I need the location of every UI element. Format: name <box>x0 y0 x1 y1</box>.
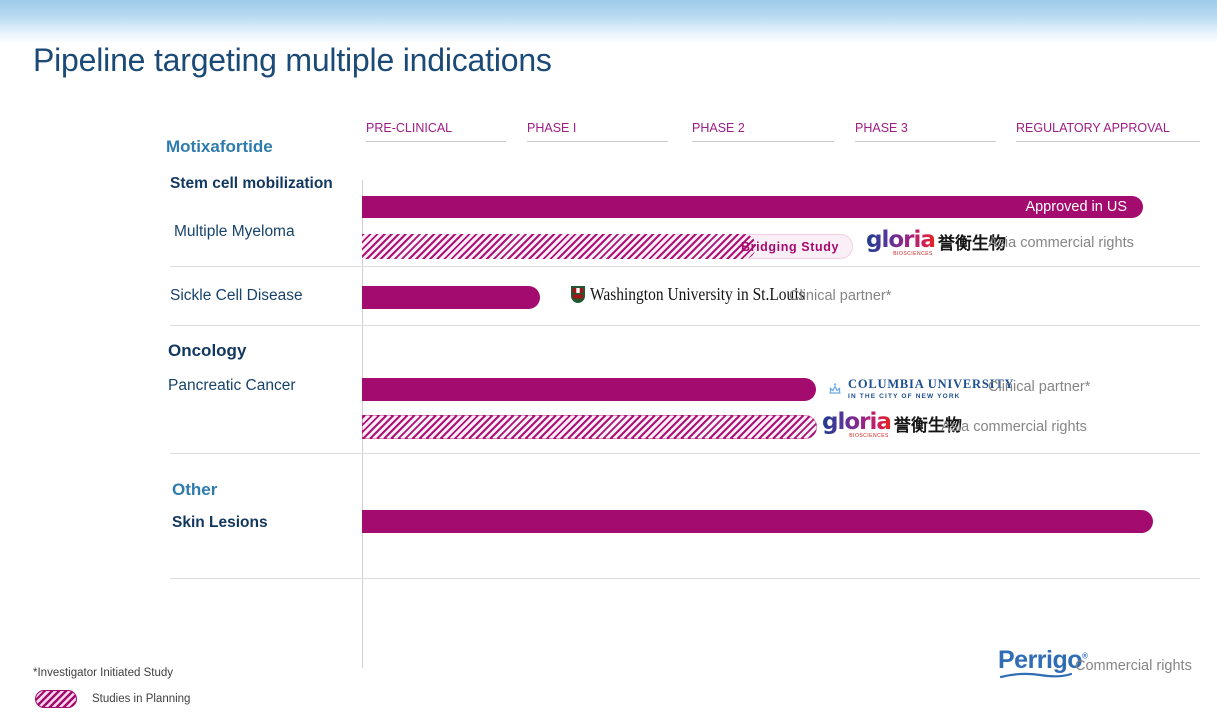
phase-header-preclinical: PRE-CLINICAL <box>366 100 506 142</box>
perrigo-word: Perrigo <box>998 646 1083 674</box>
phase-header-phase3: PHASE 3 <box>855 100 996 142</box>
gloria-biosciences-text: BIOSCIENCES <box>893 251 933 257</box>
group-label-other: Other <box>172 480 218 499</box>
columbia-crown-icon <box>829 383 841 394</box>
group-label-motixafortide: Motixafortide <box>166 137 273 156</box>
phase-header-label: PRE-CLINICAL <box>366 120 453 135</box>
perrigo-logo: Perrigo® <box>998 646 1088 680</box>
row-separator <box>170 453 1200 454</box>
page-title: Pipeline targeting multiple indications <box>33 42 552 78</box>
row-label-pancreatic-cancer: Pancreatic Cancer <box>168 377 296 394</box>
columbia-line2: IN THE CITY OF NEW YORK <box>848 393 961 400</box>
columbia-university-logo: COLUMBIA UNIVERSITY IN THE CITY OF NEW Y… <box>827 377 1014 400</box>
clinical-partner-text: Clinical partner* <box>789 288 892 304</box>
registered-mark: ® <box>1082 651 1088 661</box>
investigator-footnote: *Investigator Initiated Study <box>33 667 173 679</box>
bar-pancreatic-cancer-planned <box>362 415 817 439</box>
bar-skin-lesions <box>362 510 1153 533</box>
row-separator <box>170 266 1200 267</box>
bar-sickle-cell-disease <box>362 286 540 309</box>
row-label-skin-lesions: Skin Lesions <box>172 514 268 531</box>
phase-header-label: PHASE I <box>527 120 577 135</box>
bar-stem-cell-mobilization: Approved in US <box>362 196 1143 218</box>
studies-in-planning-label: Studies in Planning <box>92 693 191 705</box>
gloria-word: gloria <box>822 409 892 435</box>
studies-in-planning-hatch <box>362 234 756 259</box>
studies-in-planning-swatch <box>35 690 77 708</box>
gloria-biosciences-logo: gloria BIOSCIENCES 誉衡生物 <box>822 411 962 439</box>
phase-header-phase1: PHASE I <box>527 100 668 142</box>
approved-in-us-badge: Approved in US <box>1025 199 1127 215</box>
gloria-word: gloria <box>866 227 936 253</box>
gloria-cjk-text: 誉衡生物 <box>893 415 962 435</box>
bar-multiple-myeloma-planned: Bridging Study <box>362 234 853 259</box>
gloria-biosciences-logo: gloria BIOSCIENCES 誉衡生物 <box>866 229 1006 257</box>
gloria-wordmark: gloria BIOSCIENCES <box>822 409 892 439</box>
phase-header-label: PHASE 3 <box>855 120 908 135</box>
asia-commercial-rights-text: Asia commercial rights <box>941 419 1087 435</box>
row-separator <box>170 325 1200 326</box>
row-separator <box>170 578 1200 579</box>
bridging-study-label: Bridging Study <box>741 239 839 254</box>
row-label-stem-cell-mobilization: Stem cell mobilization <box>170 175 333 192</box>
group-label-oncology: Oncology <box>168 341 247 360</box>
phase-header-label: REGULATORY APPROVAL <box>1016 120 1170 135</box>
columbia-wordmark: COLUMBIA UNIVERSITY IN THE CITY OF NEW Y… <box>848 377 1014 400</box>
washu-wordmark: Washington University in St.Louis <box>590 284 805 304</box>
phase-header-regulatory-approval: REGULATORY APPROVAL <box>1016 100 1200 142</box>
top-gradient-band <box>0 0 1217 44</box>
phase-header-phase2: PHASE 2 <box>692 100 834 142</box>
perrigo-wordmark: Perrigo® <box>998 646 1088 674</box>
gloria-wordmark: gloria BIOSCIENCES <box>866 227 936 257</box>
gloria-cjk-text: 誉衡生物 <box>937 233 1006 253</box>
perrigo-wave-underline <box>1000 672 1072 679</box>
clinical-partner-text: Clinical partner* <box>988 379 1091 395</box>
phase-header-label: PHASE 2 <box>692 120 745 135</box>
commercial-rights-text: Commercial rights <box>1075 658 1192 674</box>
gloria-biosciences-text: BIOSCIENCES <box>849 433 889 439</box>
washu-shield-icon <box>571 286 585 303</box>
row-label-multiple-myeloma: Multiple Myeloma <box>174 223 295 240</box>
washington-university-logo: Washington University in St.Louis <box>570 284 840 305</box>
row-label-sickle-cell-disease: Sickle Cell Disease <box>170 287 303 304</box>
bar-pancreatic-cancer <box>362 378 816 401</box>
asia-commercial-rights-text: Asia commercial rights <box>988 235 1134 251</box>
columbia-line1: COLUMBIA UNIVERSITY <box>848 377 1015 391</box>
